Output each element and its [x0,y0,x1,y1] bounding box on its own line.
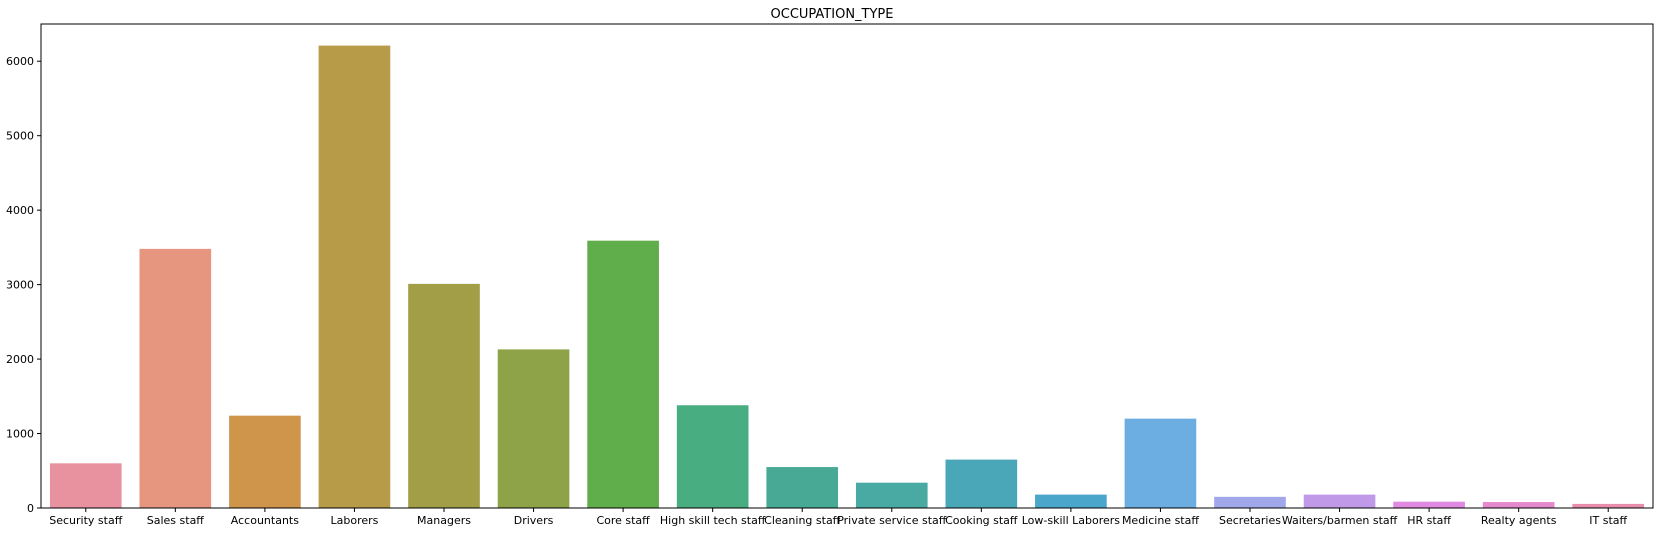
x-tick-label: Sales staff [147,514,205,527]
y-tick-label: 2000 [6,353,34,366]
x-tick-label: High skill tech staff [660,514,766,527]
bar-accountants [229,415,301,508]
x-axis: Security staff Sales staff Accountants Labo… [49,508,1628,527]
y-tick-label: 1000 [6,428,34,441]
bar-cooking-staff [945,459,1018,508]
x-tick-label: Waiters/barmen staff [1282,514,1398,527]
bar-laborers [318,45,391,509]
x-tick-label: Core staff [596,514,650,527]
x-tick-label: HR staff [1407,514,1451,527]
x-tick-label: Laborers [330,514,378,527]
bar-cleaning-staff [766,467,839,508]
plot-frame [40,23,1654,509]
y-axis: 0 1000 2000 3000 4000 5000 6000 [6,55,41,515]
x-tick-label: Managers [417,514,471,527]
bar-waiters-barmen-staff [1303,494,1376,508]
x-tick-label: Low-skill Laborers [1022,514,1121,527]
bar-hr-staff [1393,501,1465,508]
y-tick-label: 4000 [6,204,34,217]
bar-private-service-staff [855,482,928,508]
y-tick-label: 5000 [6,130,34,143]
bar-medicine-staff [1124,418,1197,508]
bar-it-staff [1572,503,1645,508]
bar-high-skill-tech-staff [676,405,749,508]
y-tick-label: 6000 [6,55,34,68]
y-tick-label: 3000 [6,279,34,292]
chart-title: OCCUPATION_TYPE [771,7,894,22]
x-tick-label: Drivers [514,514,554,527]
bar-sales-staff [139,248,212,508]
y-tick-label: 0 [27,502,34,515]
x-tick-label: Secretaries [1219,514,1281,527]
bar-managers [408,283,480,508]
x-tick-label: Medicine staff [1122,514,1199,527]
bars-group [49,45,1645,509]
x-tick-label: Cleaning staff [764,514,841,527]
bar-secretaries [1214,496,1286,508]
x-tick-label: Private service staff [837,514,947,527]
bar-realty-agents [1482,502,1555,508]
bar-core-staff [587,240,659,508]
bar-drivers [497,349,570,508]
x-tick-label: Cooking staff [945,514,1018,527]
x-tick-label: Realty agents [1481,514,1557,527]
x-tick-label: Security staff [49,514,122,527]
x-tick-label: Accountants [231,514,299,527]
bar-security-staff [49,463,122,508]
x-tick-label: IT staff [1589,514,1627,527]
bar-low-skill-laborers [1035,494,1107,508]
